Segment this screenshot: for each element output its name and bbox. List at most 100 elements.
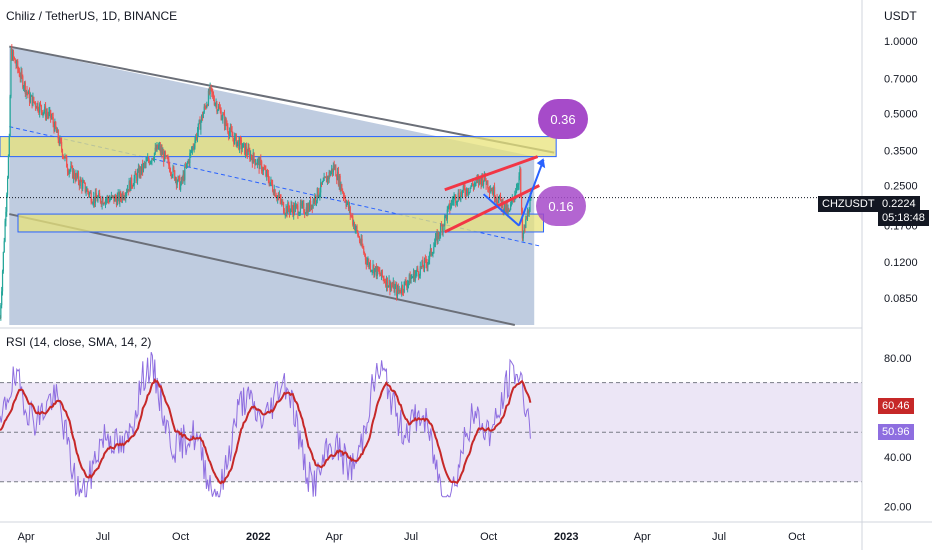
- candle-body: [528, 212, 530, 215]
- candle-body: [166, 155, 168, 159]
- candle-body: [109, 199, 111, 202]
- candle-body: [369, 263, 371, 267]
- candle-body: [172, 167, 174, 176]
- candle-body: [268, 180, 270, 186]
- candle-body: [170, 172, 172, 176]
- candle-body: [195, 135, 197, 141]
- candle-body: [482, 180, 485, 185]
- candle-body: [49, 110, 51, 112]
- candle-body: [75, 173, 77, 181]
- candle-body: [404, 280, 406, 282]
- candle-body: [429, 248, 432, 253]
- candle-body: [16, 61, 18, 66]
- target-bubble-high[interactable]: 0.36: [538, 99, 588, 139]
- candle-body: [369, 263, 372, 271]
- candle-body: [285, 206, 287, 214]
- candle-body: [194, 140, 196, 148]
- candle-body: [269, 182, 271, 186]
- candle-body: [80, 179, 82, 182]
- candle-body: [309, 200, 311, 211]
- candle-body: [161, 148, 163, 155]
- candle-body: [312, 200, 314, 208]
- candle-body: [477, 178, 480, 184]
- candle-body: [24, 82, 26, 94]
- candle-body: [473, 184, 475, 188]
- candle-body: [304, 212, 306, 214]
- candle-body: [371, 270, 373, 272]
- channel-lower-line: [9, 213, 516, 326]
- candle-body: [283, 212, 286, 215]
- candle-body: [347, 201, 349, 204]
- channel-upper-line: [9, 45, 555, 154]
- price-tick-label: 0.3500: [884, 145, 918, 157]
- candle-body: [270, 179, 272, 183]
- candle-body: [5, 211, 7, 222]
- candle-body: [174, 170, 176, 181]
- candle-body: [88, 191, 90, 195]
- candle-body: [2, 252, 4, 272]
- candle-body: [55, 128, 58, 133]
- candle-body: [379, 271, 381, 275]
- candle-body: [337, 171, 340, 185]
- candle-body: [401, 285, 403, 293]
- candle-body: [482, 175, 484, 185]
- candle-body: [68, 170, 70, 174]
- candle-body: [8, 136, 10, 156]
- candle-body: [448, 203, 450, 207]
- candle-body: [466, 188, 468, 196]
- candle-body: [50, 116, 53, 118]
- candle-body: [342, 192, 345, 197]
- candle-body: [158, 145, 161, 147]
- candle-body: [83, 181, 85, 183]
- candle-body: [67, 171, 69, 174]
- candle-body: [28, 91, 30, 95]
- candle-body: [507, 209, 509, 214]
- candle-body: [46, 113, 48, 115]
- candle-body: [424, 259, 426, 261]
- candle-body: [309, 200, 312, 210]
- candle-body: [77, 173, 80, 183]
- candle-body: [14, 58, 16, 64]
- candle-body: [297, 205, 299, 215]
- candle-body: [468, 192, 470, 194]
- candle-body: [56, 130, 58, 133]
- rsi-tick-label: 20.00: [884, 502, 912, 514]
- candle-body: [147, 158, 149, 161]
- candle-body: [265, 169, 267, 176]
- candle-body: [22, 76, 24, 88]
- candle-body: [82, 181, 85, 183]
- candle-body: [40, 105, 42, 111]
- candle-body: [156, 144, 158, 151]
- candle-body: [65, 155, 67, 157]
- candle-body: [139, 167, 141, 177]
- candle-body: [472, 183, 474, 186]
- candle-body: [150, 161, 152, 163]
- candle-body: [259, 158, 261, 170]
- target-bubble-low[interactable]: 0.16: [536, 186, 586, 226]
- candle-body: [157, 144, 159, 149]
- candle-body: [382, 276, 384, 278]
- candle-body: [250, 154, 253, 158]
- candle-body: [272, 190, 275, 195]
- candle-body: [432, 253, 434, 255]
- candle-body: [282, 202, 285, 213]
- candle-body: [47, 114, 49, 116]
- candle-body: [406, 284, 408, 288]
- candle-body: [94, 192, 96, 204]
- candle-body: [273, 189, 275, 195]
- candle-body: [387, 285, 389, 288]
- candle-body: [463, 185, 465, 189]
- candle-body: [492, 190, 494, 196]
- candle-body: [123, 197, 125, 199]
- candle-body: [255, 163, 257, 165]
- candle-body: [186, 162, 188, 164]
- candle-body: [493, 187, 495, 196]
- candle-body: [284, 213, 286, 215]
- candle-body: [183, 174, 185, 180]
- candle-body: [420, 266, 422, 268]
- candle-body: [405, 280, 407, 285]
- candle-body: [134, 172, 136, 179]
- candle-body: [61, 149, 64, 157]
